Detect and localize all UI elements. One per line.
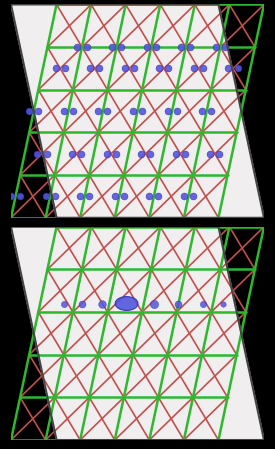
Point: [156, 193, 161, 200]
Point: [214, 44, 218, 51]
Point: [70, 150, 74, 158]
Point: [43, 193, 48, 200]
Point: [36, 108, 40, 115]
Point: [191, 193, 195, 200]
Point: [226, 65, 231, 72]
Point: [62, 300, 67, 307]
Point: [78, 193, 82, 200]
Point: [209, 108, 213, 115]
Point: [18, 193, 22, 200]
Point: [84, 44, 89, 51]
Point: [114, 150, 118, 158]
Point: [122, 193, 126, 200]
Point: [27, 108, 31, 115]
Point: [100, 300, 104, 307]
Point: [139, 150, 143, 158]
Polygon shape: [11, 4, 264, 218]
Point: [44, 150, 49, 158]
Point: [140, 108, 144, 115]
Point: [62, 65, 67, 72]
Point: [88, 65, 92, 72]
Point: [192, 65, 196, 72]
Point: [221, 300, 226, 307]
Point: [144, 44, 149, 51]
Point: [53, 193, 57, 200]
Point: [217, 150, 222, 158]
Point: [79, 300, 84, 307]
Point: [201, 65, 205, 72]
Point: [223, 44, 227, 51]
Point: [183, 150, 187, 158]
Point: [148, 150, 152, 158]
Point: [131, 108, 135, 115]
Point: [132, 65, 136, 72]
Point: [104, 150, 109, 158]
Point: [35, 150, 40, 158]
Point: [97, 65, 101, 72]
Point: [79, 150, 83, 158]
Point: [87, 193, 92, 200]
Point: [208, 150, 213, 158]
Ellipse shape: [115, 297, 138, 310]
Point: [179, 44, 183, 51]
Point: [235, 65, 240, 72]
Point: [200, 300, 205, 307]
Point: [165, 108, 170, 115]
Point: [9, 193, 13, 200]
Point: [147, 193, 152, 200]
Point: [188, 44, 192, 51]
Point: [152, 300, 156, 307]
Point: [75, 44, 80, 51]
Point: [174, 108, 179, 115]
Point: [174, 150, 178, 158]
Point: [62, 108, 66, 115]
Point: [105, 108, 110, 115]
Point: [200, 108, 204, 115]
Point: [112, 193, 117, 200]
Point: [71, 108, 75, 115]
Point: [53, 65, 58, 72]
Point: [182, 193, 186, 200]
Point: [123, 65, 127, 72]
Point: [110, 44, 114, 51]
Point: [96, 108, 101, 115]
Point: [166, 65, 171, 72]
Point: [157, 65, 161, 72]
Point: [119, 44, 123, 51]
Polygon shape: [11, 227, 264, 440]
Point: [153, 44, 158, 51]
Point: [176, 300, 181, 307]
